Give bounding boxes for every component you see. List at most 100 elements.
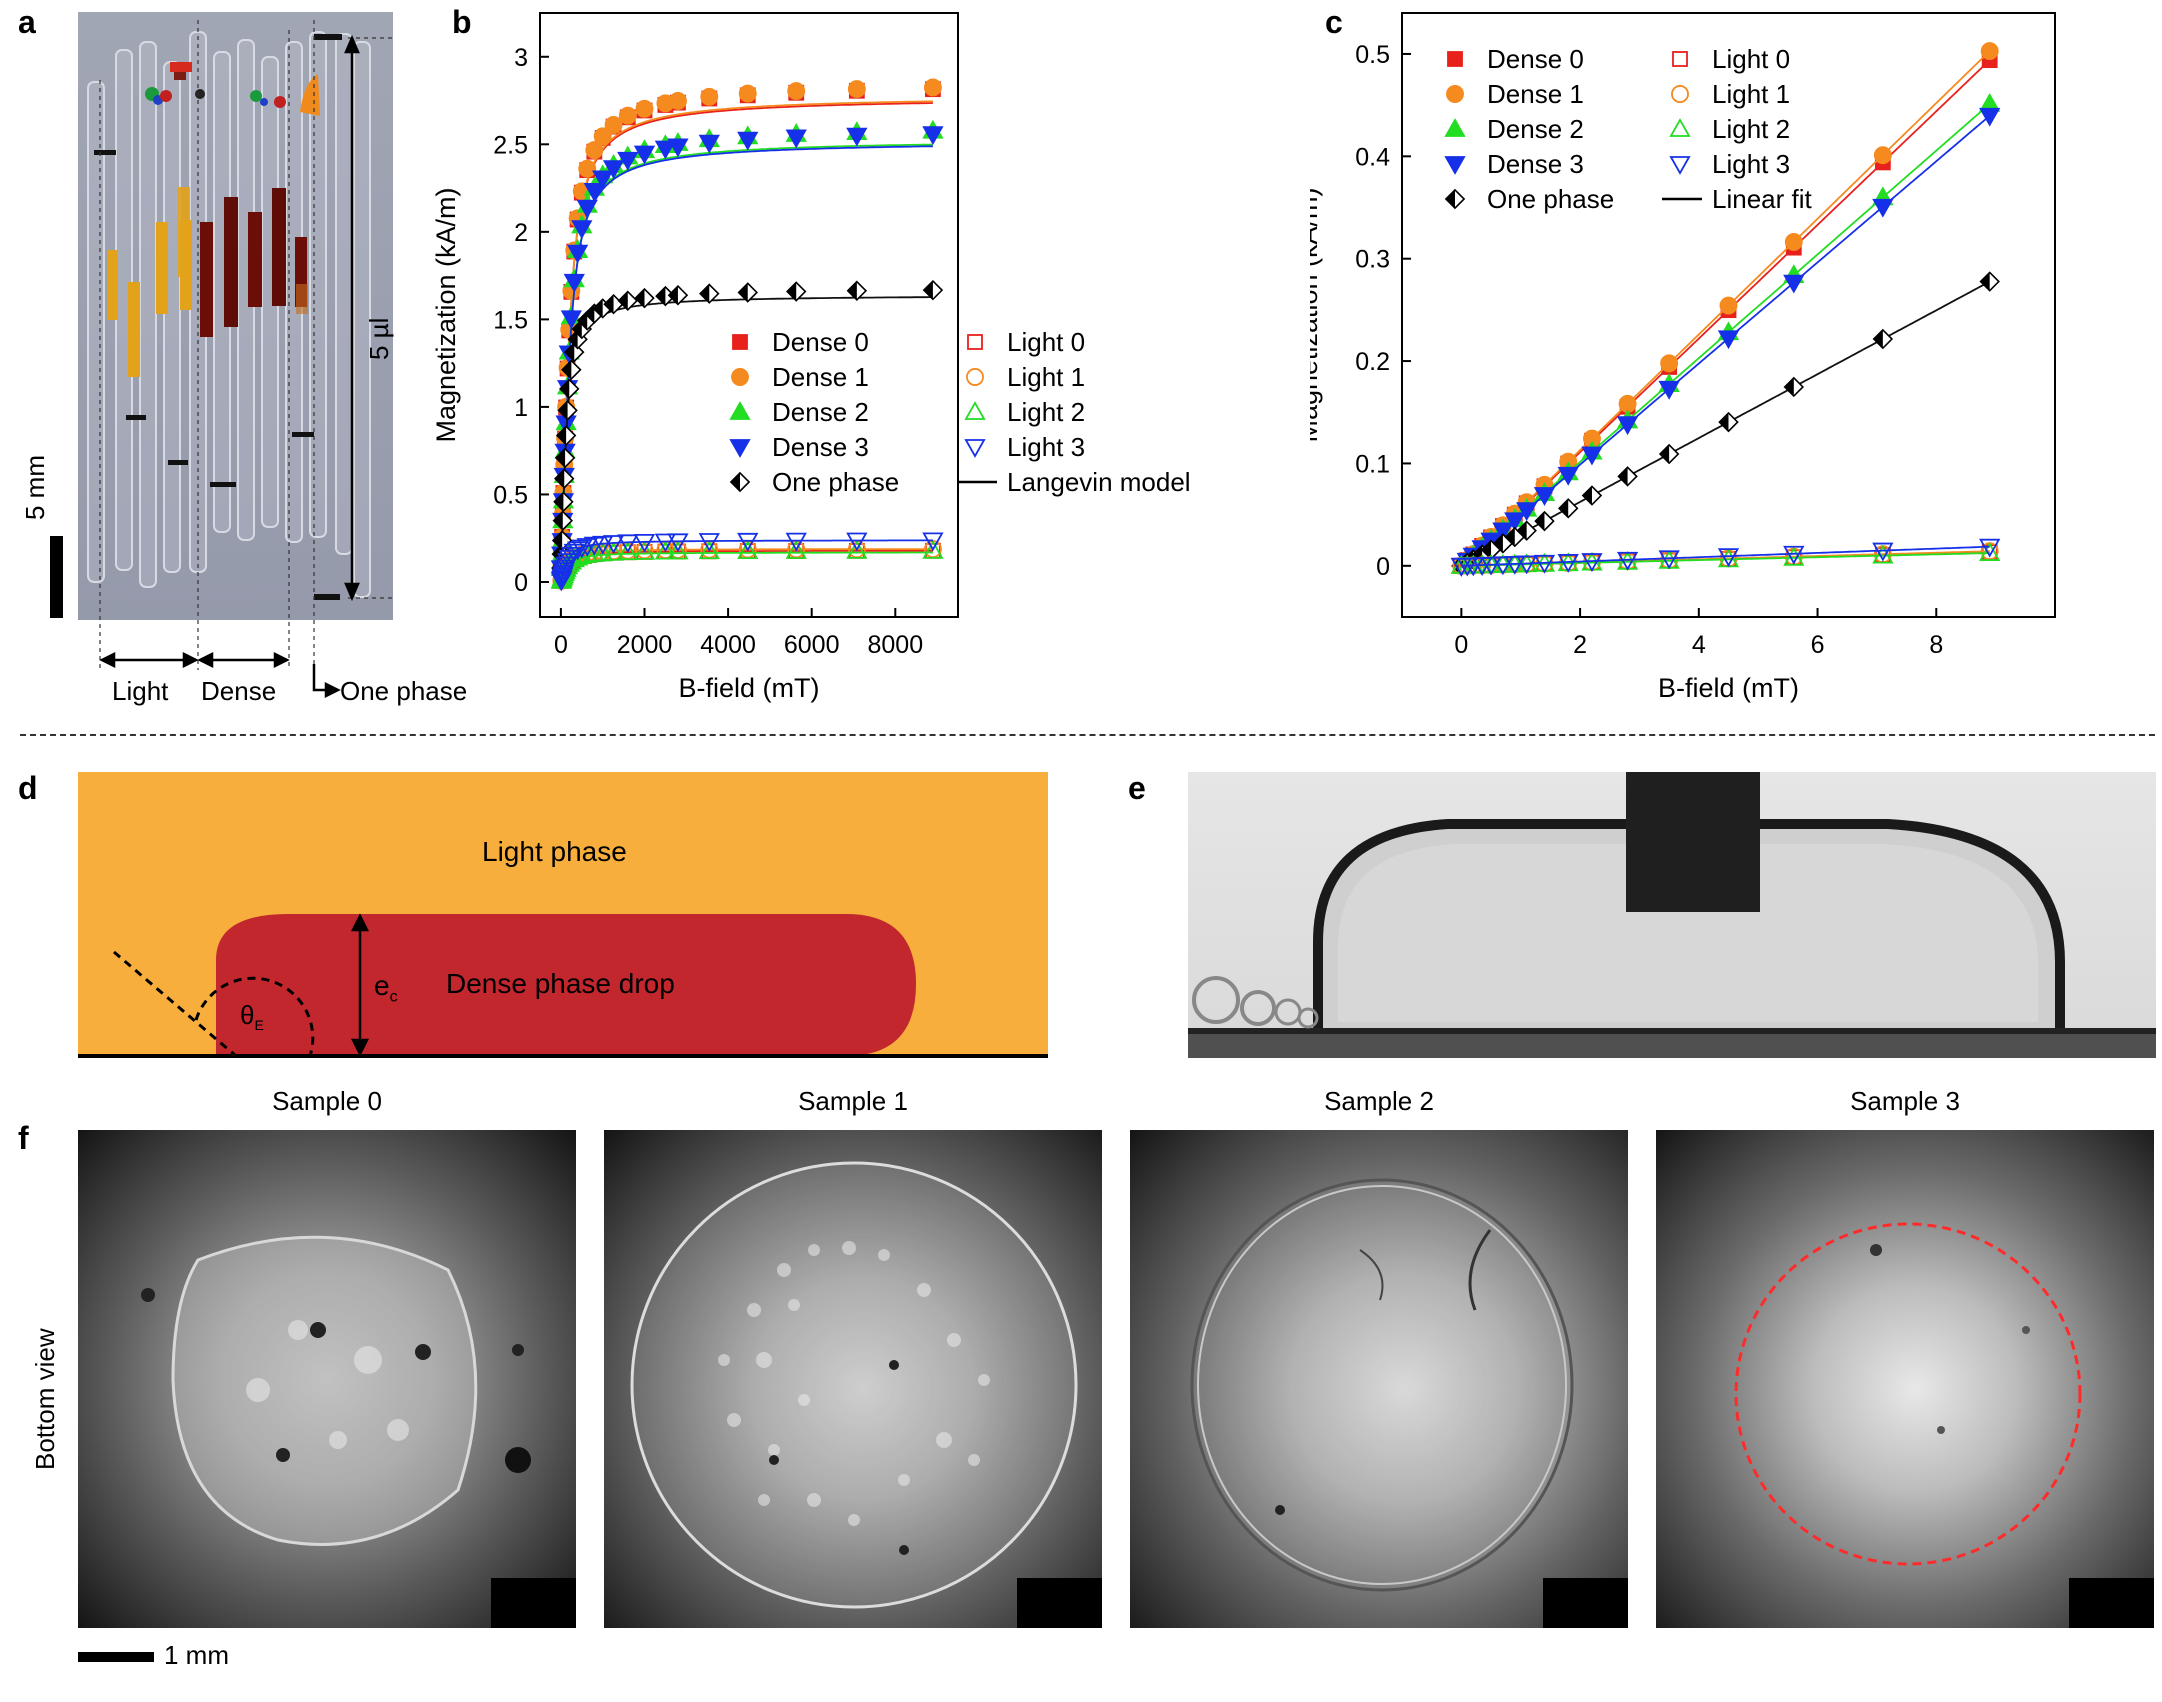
contact-angle-label: θE xyxy=(240,1000,264,1034)
data-point-one-phase xyxy=(554,447,576,469)
data-point-one-phase xyxy=(1581,485,1603,506)
sample-2-photo xyxy=(1130,1130,1628,1628)
colored-caps xyxy=(145,62,320,116)
data-point-dense-1 xyxy=(668,91,687,110)
data-point-light-3 xyxy=(846,532,868,552)
data-point-dense-3 xyxy=(1504,512,1526,532)
chart-b: 0 2000 4000 6000 8000 0 0.5 1 1.5 2 2.5 3 B-field (m… xyxy=(431,12,1191,703)
dark-red-plugs xyxy=(200,188,308,337)
bottom-view-label: Bottom view xyxy=(30,1328,60,1470)
data-point-dense-1 xyxy=(585,141,604,160)
data-point-one-phase xyxy=(617,290,639,311)
sample-2-caption: Sample 2 xyxy=(1324,1086,1434,1116)
legend-marker-light-3 xyxy=(1669,156,1691,175)
panel-label-d: d xyxy=(18,770,38,806)
series-dense-3 xyxy=(550,126,944,580)
y-tick-label: 0.2 xyxy=(1355,348,1390,376)
data-point-light-3 xyxy=(633,533,656,553)
x-tick-label: 4 xyxy=(1692,631,1706,659)
data-point-one-phase xyxy=(634,287,655,309)
legend: Dense 0 Dense 1 Dense 2 Dense 3 One phase Lig… xyxy=(1444,44,1812,214)
data-point-dense-3 xyxy=(576,199,598,219)
legend-marker-dense-2 xyxy=(1444,118,1466,137)
y-tick-label: 0 xyxy=(1376,553,1390,581)
data-point-light-2 xyxy=(633,540,656,560)
data-point-light-2 xyxy=(592,542,614,562)
data-point-dense-3 xyxy=(667,138,689,158)
data-point-light-3 xyxy=(1557,554,1579,573)
data-point-dense-3 xyxy=(1581,446,1603,466)
panel-label-c: c xyxy=(1325,4,1343,40)
data-point-one-phase xyxy=(1783,376,1805,398)
y-axis-label: Magnetization (kA/m) xyxy=(431,187,461,442)
data-point-light-2 xyxy=(785,540,807,559)
scale-bar-5mm xyxy=(50,536,63,618)
legend-marker-light-0 xyxy=(967,334,983,350)
data-point-light-3 xyxy=(1616,551,1639,571)
data-point-light-3 xyxy=(1492,556,1514,576)
group-label-light: Light xyxy=(112,676,169,706)
y-tick-label: 0.1 xyxy=(1355,450,1390,478)
legend-label-dense-1: Dense 1 xyxy=(772,362,869,392)
legend: Dense 0 Dense 1 Dense 2 Dense 3 One phase Lig… xyxy=(729,327,1191,497)
data-point-light-2 xyxy=(654,540,677,560)
data-point-dense-1 xyxy=(1980,42,1999,60)
group-dividers xyxy=(99,20,395,670)
data-point-dense-3 xyxy=(1557,466,1579,486)
thickness-label: ec xyxy=(374,970,398,1006)
legend-marker-dense-3 xyxy=(1444,156,1466,175)
data-point-dense-3 xyxy=(922,126,944,146)
data-point-light-3 xyxy=(1979,538,2001,558)
light-phase-label: Light phase xyxy=(482,836,627,867)
legend-marker-light-2 xyxy=(1669,118,1691,137)
legend-marker-dense-1 xyxy=(1446,85,1464,103)
data-point-dense-1 xyxy=(635,99,654,118)
sample-0-caption: Sample 0 xyxy=(272,1086,382,1116)
data-point-light-2 xyxy=(737,540,759,560)
data-point-light-3 xyxy=(571,539,593,559)
data-point-dense-1 xyxy=(1719,296,1738,315)
data-point-dense-3 xyxy=(654,140,677,160)
data-point-one-phase xyxy=(1516,520,1537,541)
x-tick-label: 8 xyxy=(1929,631,1943,659)
legend-label-light-3: Light 3 xyxy=(1007,432,1085,462)
data-point-light-3 xyxy=(1717,548,1740,568)
x-tick-label: 0 xyxy=(1454,631,1468,659)
legend-marker-dense-3 xyxy=(729,439,751,458)
panel-label-a: a xyxy=(18,4,36,40)
sample-3-caption: Sample 3 xyxy=(1850,1086,1960,1116)
legend-label-one-phase: One phase xyxy=(772,467,899,497)
data-point-light-3 xyxy=(1783,545,1805,565)
data-point-dense-3 xyxy=(1979,107,2001,127)
data-point-one-phase xyxy=(554,468,575,489)
data-point-dense-3 xyxy=(592,170,614,190)
legend-label-dense-3: Dense 3 xyxy=(772,432,869,462)
data-point-one-phase xyxy=(786,281,807,302)
data-point-one-phase xyxy=(922,279,944,301)
panel-a-annotations xyxy=(50,20,395,699)
legend-label-dense-2: Dense 2 xyxy=(772,397,869,427)
data-point-one-phase xyxy=(553,491,574,513)
x-tick-label: 6000 xyxy=(784,631,840,659)
data-point-light-2 xyxy=(1783,546,1805,566)
data-point-one-phase xyxy=(559,378,580,400)
legend-marker-light-1 xyxy=(1671,85,1689,103)
data-point-light-3 xyxy=(1658,550,1680,570)
data-point-dense-3 xyxy=(617,151,639,171)
series-light-3 xyxy=(1450,538,2001,577)
fit-line-dense-3 xyxy=(560,145,933,582)
contact-angle-arc xyxy=(194,976,315,1057)
data-point-light-3 xyxy=(1581,553,1603,573)
legend-label-one-phase: One phase xyxy=(1487,184,1614,214)
data-point-one-phase xyxy=(552,510,574,531)
legend-label-dense-2: Dense 2 xyxy=(1487,114,1584,144)
panel-label-b: b xyxy=(452,4,472,40)
data-point-light-2 xyxy=(846,539,868,559)
plot-area xyxy=(1450,42,2001,577)
data-point-one-phase xyxy=(1979,271,2000,292)
sample-0-photo xyxy=(78,1130,576,1628)
data-point-dense-1 xyxy=(1660,354,1679,373)
legend-marker-dense-0 xyxy=(1447,51,1463,67)
scale-bar-1mm-label: 1 mm xyxy=(164,1640,229,1670)
data-point-one-phase xyxy=(1718,411,1739,433)
